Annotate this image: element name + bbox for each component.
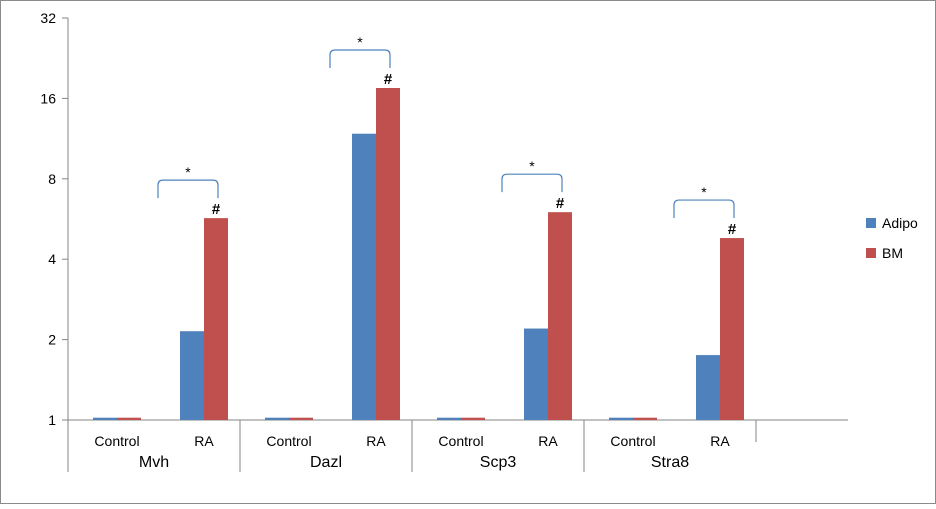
- bar-bm: [289, 417, 313, 420]
- y-tick-label: 2: [48, 332, 56, 348]
- x-tick-label: Control: [94, 433, 139, 449]
- significance-bracket: [329, 49, 391, 69]
- bar-bm: [117, 417, 141, 420]
- significance-star: *: [701, 184, 707, 200]
- significance-hash: #: [728, 221, 737, 238]
- y-tick-label: 1: [48, 412, 56, 428]
- x-group-label: Scp3: [480, 454, 517, 471]
- bar-bm: [376, 88, 400, 420]
- x-tick-label: RA: [538, 433, 558, 449]
- significance-star: *: [529, 158, 535, 174]
- x-group-label: Stra8: [651, 454, 689, 471]
- bar-adipo: [524, 328, 548, 420]
- bar-bm: [633, 417, 657, 420]
- y-tick-label: 16: [40, 90, 56, 106]
- significance-bracket: [157, 179, 219, 199]
- bar-adipo: [93, 417, 117, 420]
- y-tick-label: 4: [48, 251, 56, 267]
- significance-bracket: [501, 173, 563, 193]
- bar-adipo: [352, 133, 376, 421]
- x-tick-label: Control: [610, 433, 655, 449]
- x-tick-label: RA: [710, 433, 730, 449]
- x-tick-label: Control: [266, 433, 311, 449]
- bar-bm: [461, 417, 485, 420]
- y-tick-label: 8: [48, 171, 56, 187]
- x-tick-label: Control: [438, 433, 483, 449]
- significance-hash: #: [212, 201, 221, 218]
- x-tick-label: RA: [366, 433, 386, 449]
- legend-swatch-adipo: [866, 218, 876, 228]
- significance-bracket: [673, 199, 735, 219]
- annotations: # # # # * * * *: [157, 34, 737, 238]
- legend-label-bm: BM: [882, 245, 903, 261]
- bar-bm: [548, 212, 572, 420]
- significance-hash: #: [384, 71, 393, 88]
- x-tick-label: RA: [194, 433, 214, 449]
- bar-adipo: [180, 331, 204, 420]
- significance-star: *: [185, 164, 191, 180]
- bar-bm: [204, 218, 228, 420]
- bars: [93, 88, 744, 421]
- y-tick-label: 32: [40, 10, 56, 26]
- significance-hash: #: [556, 195, 565, 212]
- y-axis: 1 2 4 8 16 32: [40, 10, 69, 428]
- bar-adipo: [609, 417, 633, 420]
- significance-star: *: [357, 34, 363, 50]
- bar-adipo: [437, 417, 461, 420]
- bar-adipo: [265, 417, 289, 420]
- bar-bm: [720, 238, 744, 420]
- bar-adipo: [696, 355, 720, 420]
- legend-swatch-bm: [866, 248, 876, 258]
- x-group-label: Dazl: [310, 454, 342, 471]
- legend-label-adipo: Adipo: [882, 215, 918, 231]
- legend: Adipo BM: [866, 215, 918, 261]
- x-group-label: Mvh: [139, 454, 169, 471]
